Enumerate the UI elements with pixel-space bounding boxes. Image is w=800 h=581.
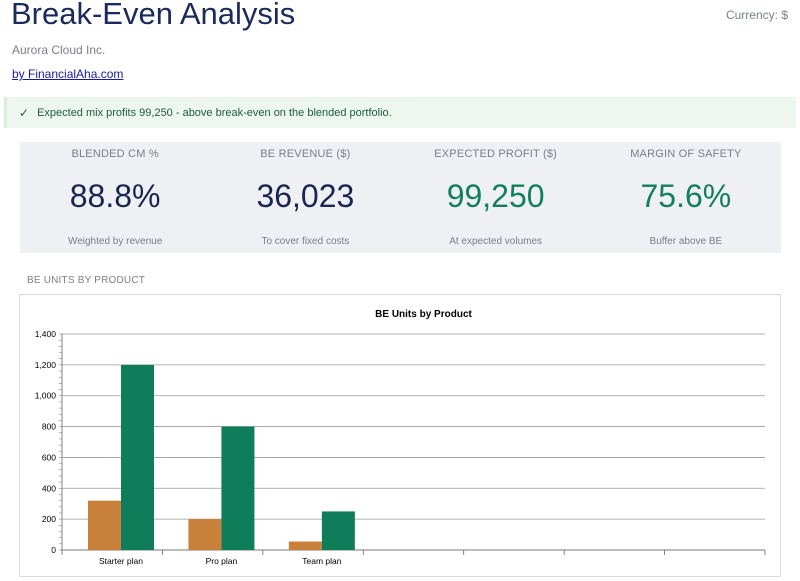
x-tick-label: Team plan	[302, 556, 341, 566]
y-tick-label: 200	[42, 514, 56, 524]
y-tick-label: 1,000	[35, 391, 57, 401]
be-units-chart: BE Units by Product 0 200 400 600 800 1,000 1,2…	[35, 309, 766, 566]
page-title: Break-Even Analysis	[11, 0, 296, 31]
bar	[321, 511, 355, 550]
x-tick-label: Pro plan	[206, 556, 238, 566]
company-name: Aurora Cloud Inc.	[12, 43, 106, 57]
status-banner-text: Expected mix profits 99,250 - above brea…	[37, 106, 392, 119]
kpi-value: 36,023	[256, 178, 355, 214]
kpi-label: BLENDED CM %	[71, 148, 159, 160]
kpi-subtext: Weighted by revenue	[67, 236, 163, 247]
kpi-label: MARGIN OF SAFETY	[630, 148, 742, 160]
x-tick-label: Starter plan	[99, 556, 143, 566]
currency-label: Currency: $	[725, 8, 788, 22]
kpi-subtext: To cover fixed costs	[261, 236, 350, 247]
kpi-subtext: Buffer above BE	[649, 236, 723, 247]
kpi-value: 75.6%	[640, 178, 732, 214]
bar	[288, 541, 322, 550]
kpi-label: EXPECTED PROFIT ($)	[434, 148, 558, 160]
bar	[88, 500, 121, 550]
bar	[188, 519, 222, 550]
y-tick-label: 800	[42, 422, 56, 432]
kpi-subtext: At expected volumes	[449, 236, 543, 247]
bar	[221, 426, 255, 550]
y-tick-label: 1,200	[35, 360, 57, 370]
byline-link[interactable]: by FinancialAha.com	[12, 67, 124, 81]
kpi-be-revenue: BE REVENUE ($) 36,023 To cover fixed cos…	[210, 142, 400, 253]
y-tick-label: 600	[42, 452, 56, 462]
kpi-value: 88.8%	[69, 178, 161, 214]
chart-title: BE Units by Product	[375, 309, 472, 320]
y-tick-label: 400	[42, 483, 56, 493]
section-label: BE UNITS BY PRODUCT	[27, 275, 146, 286]
status-banner: ✓ Expected mix profits 99,250 - above br…	[4, 97, 796, 128]
kpi-value: 99,250	[446, 178, 545, 214]
kpi-panel: BLENDED CM % 88.8% Weighted by revenue B…	[20, 142, 781, 253]
y-tick-label: 1,400	[35, 329, 57, 339]
kpi-label: BE REVENUE ($)	[260, 148, 351, 160]
bar	[121, 364, 154, 550]
y-tick-label: 0	[51, 545, 56, 555]
chart-container: BE Units by Product 0 200 400 600 800 1,000 1,2…	[19, 294, 781, 577]
kpi-margin-of-safety: MARGIN OF SAFETY 75.6% Buffer above BE	[591, 142, 781, 253]
check-icon: ✓	[19, 105, 30, 120]
kpi-blended-cm: BLENDED CM % 88.8% Weighted by revenue	[20, 142, 210, 253]
kpi-expected-profit: EXPECTED PROFIT ($) 99,250 At expected v…	[401, 142, 591, 253]
